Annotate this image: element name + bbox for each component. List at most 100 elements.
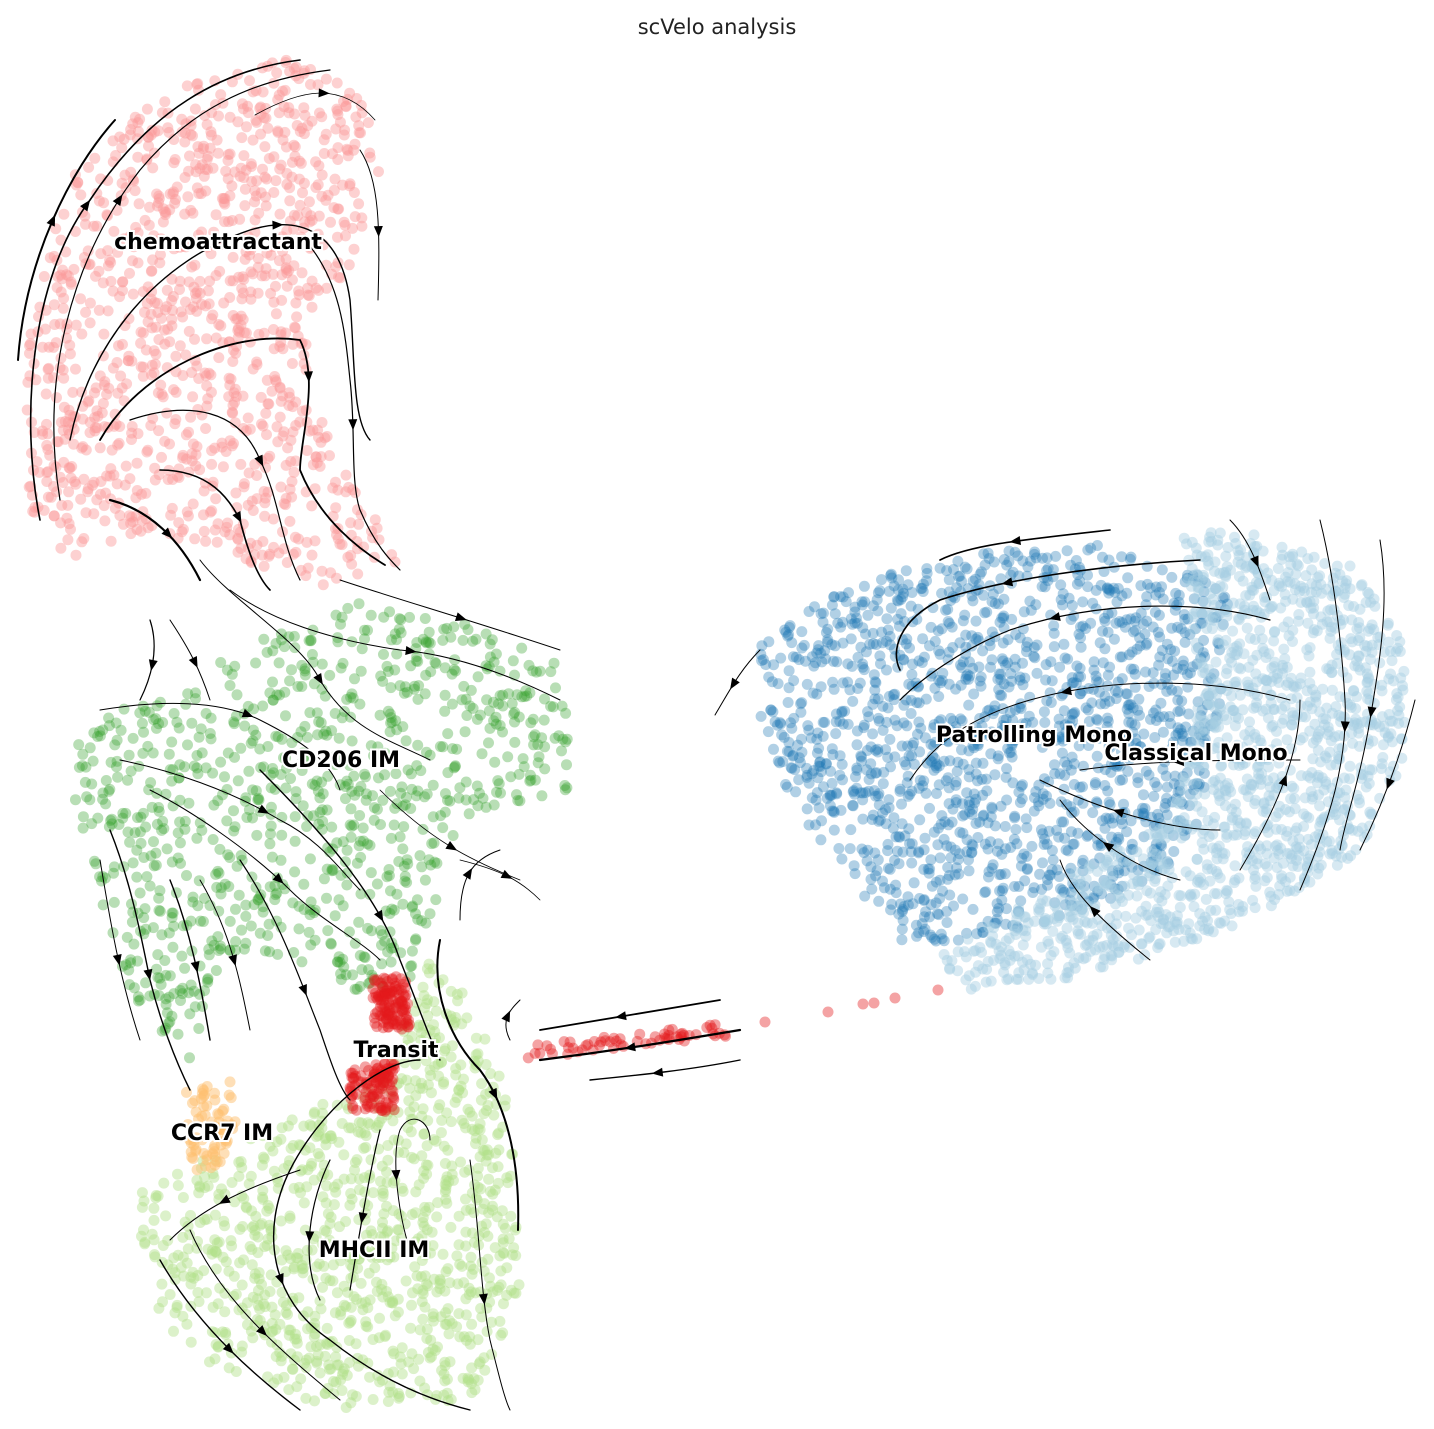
cell-point (338, 961, 350, 973)
cell-point (367, 1394, 379, 1405)
cell-point (481, 694, 493, 706)
cell-point (483, 737, 494, 749)
cell-point (495, 787, 506, 799)
cell-point (149, 358, 161, 370)
cell-point (255, 128, 267, 140)
cell-point (271, 1136, 283, 1148)
cell-point (168, 1252, 180, 1264)
cell-point (900, 638, 912, 650)
cell-point (349, 673, 360, 685)
cell-point (321, 804, 333, 816)
cell-point (360, 794, 372, 806)
cell-point (125, 166, 137, 178)
cell-point (844, 843, 856, 855)
cell-point (1016, 793, 1028, 805)
cell-point (157, 1296, 168, 1308)
cell-point (848, 860, 860, 872)
cell-point (396, 1182, 408, 1194)
cell-point (329, 708, 341, 719)
cell-point (275, 921, 287, 933)
cell-point (146, 265, 158, 277)
cell-point (203, 943, 215, 955)
cell-point (414, 1375, 426, 1387)
cell-point (57, 302, 69, 314)
cell-point (1172, 727, 1184, 739)
cell-point (238, 481, 250, 493)
cell-point (357, 1354, 369, 1366)
cell-point (156, 824, 168, 836)
cell-point (138, 852, 150, 863)
cell-point (1025, 604, 1037, 616)
cell-point (235, 742, 247, 754)
cell-point (983, 871, 994, 883)
cell-point (937, 885, 948, 897)
cell-point (105, 756, 117, 768)
cell-point (267, 645, 279, 657)
cell-point (447, 830, 459, 841)
cell-point (186, 367, 198, 378)
cell-point (136, 488, 147, 500)
cell-point (290, 61, 302, 73)
cell-point (957, 656, 969, 668)
cell-point (237, 314, 249, 325)
cell-point (125, 765, 137, 777)
cell-point (245, 920, 257, 932)
cell-point (495, 1265, 507, 1277)
cell-point (785, 717, 797, 729)
cell-point (308, 1174, 320, 1186)
cell-point (280, 493, 292, 504)
cell-point (349, 138, 361, 150)
cell-point (405, 803, 417, 814)
cell-point (834, 750, 846, 762)
cell-point (153, 990, 165, 1001)
cell-point (559, 780, 571, 791)
cell-point (187, 207, 199, 219)
cell-point (375, 670, 387, 682)
cell-point (145, 293, 157, 305)
cell-point (353, 840, 365, 852)
cell-point (347, 692, 359, 704)
cell-point (220, 165, 232, 177)
cell-point (196, 1000, 208, 1012)
cell-point (310, 182, 322, 193)
cell-point (258, 1298, 270, 1310)
cell-point (57, 424, 69, 436)
cell-point (355, 1127, 367, 1139)
cell-point (284, 195, 296, 207)
cell-point (316, 804, 328, 816)
cell-point (395, 787, 407, 799)
cell-point (200, 535, 212, 547)
cell-point (490, 711, 502, 723)
cell-point (935, 818, 947, 830)
cell-point (73, 739, 85, 751)
cell-point (312, 1148, 324, 1159)
cell-point (413, 680, 425, 692)
cell-point (308, 907, 320, 919)
cell-point (214, 239, 226, 251)
cell-point (22, 376, 34, 388)
cell-point (266, 385, 278, 397)
cell-point (483, 661, 495, 673)
cell-point (441, 622, 453, 634)
cell-point (406, 1151, 418, 1163)
cell-point (112, 439, 124, 451)
cell-point (876, 574, 887, 586)
cell-point (149, 462, 161, 474)
cell-point (397, 898, 409, 910)
cell-point (135, 326, 147, 338)
cell-point (236, 98, 248, 110)
cell-point (468, 1263, 479, 1275)
cell-point (80, 218, 91, 230)
cell-point (97, 277, 109, 289)
cell-point (332, 533, 344, 545)
cell-point (275, 481, 287, 493)
cell-point (1087, 807, 1099, 819)
cell-point (417, 1313, 429, 1325)
cell-point (1065, 826, 1077, 838)
cell-point (159, 435, 171, 447)
cell-point (406, 945, 418, 957)
cell-point (955, 679, 967, 691)
cell-point (450, 665, 462, 677)
cell-point (490, 718, 502, 730)
cell-point (230, 936, 242, 947)
